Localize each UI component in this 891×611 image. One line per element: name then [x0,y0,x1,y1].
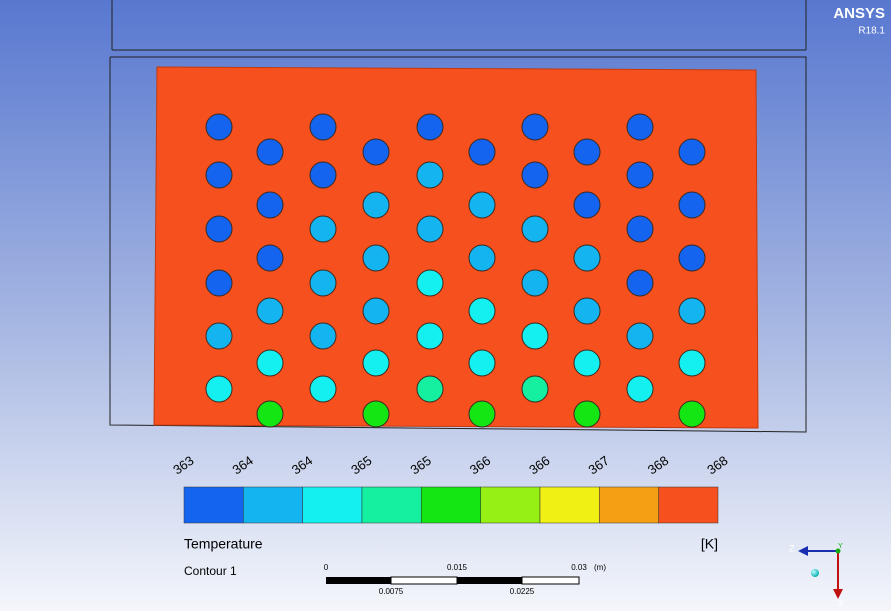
hole [574,192,600,218]
hole [522,114,548,140]
hole [469,401,495,427]
hole [469,350,495,376]
hole [206,216,232,242]
hole [363,350,389,376]
plate [154,67,758,428]
legend-swatch [421,487,480,523]
hole [679,139,705,165]
version: R18.1 [858,26,885,37]
legend-swatch [184,487,243,523]
legend-swatch [303,487,362,523]
hole [522,270,548,296]
hole [469,245,495,271]
legend-swatch [481,487,540,523]
hole [363,245,389,271]
hole [679,401,705,427]
hole [257,245,283,271]
hole [679,350,705,376]
hole [574,350,600,376]
hole [627,216,653,242]
viewer: ANSYS R18.1 3633643643653653663663673683… [0,0,891,611]
hole [574,139,600,165]
hole [206,270,232,296]
hole [206,114,232,140]
hole [310,270,336,296]
hole [310,323,336,349]
legend-swatch [599,487,658,523]
contour-name: Contour 1 [184,564,237,578]
hole [417,216,443,242]
scale-label: 0.0075 [379,587,404,596]
hole [363,401,389,427]
legend-swatch [362,487,421,523]
scale-bar [326,577,579,584]
legend-unit: [K] [701,536,718,552]
axis-label: X [838,599,844,608]
hole [257,350,283,376]
hole [627,114,653,140]
scale-label: 0 [324,563,329,572]
hole [574,401,600,427]
hole [417,270,443,296]
hole [417,162,443,188]
legend-swatch [540,487,599,523]
hole [679,245,705,271]
scale-label: 0.0225 [510,587,535,596]
hole [627,376,653,402]
hole [310,376,336,402]
hole [206,376,232,402]
hole [417,114,443,140]
hole [469,192,495,218]
hole [417,376,443,402]
hole [310,216,336,242]
hole [257,192,283,218]
legend-variable: Temperature [184,536,263,552]
axis-label: Z [789,543,795,553]
hole [257,139,283,165]
hole [310,114,336,140]
hole [627,270,653,296]
hole [469,298,495,324]
scale-label: 0.015 [447,563,468,572]
hole [363,298,389,324]
hole [363,192,389,218]
hole [469,139,495,165]
scale-unit: (m) [594,563,606,572]
hole [522,376,548,402]
scale-label: 0.03 [571,563,587,572]
hole [206,323,232,349]
hole [257,401,283,427]
hole [206,162,232,188]
legend-swatch [659,487,718,523]
hole [310,162,336,188]
legend-swatch [243,487,302,523]
hole [363,139,389,165]
logo: ANSYS [833,5,885,22]
hole [522,216,548,242]
hole [627,323,653,349]
hole [627,162,653,188]
hole [417,323,443,349]
axis-label: Y [838,543,843,550]
hole [574,245,600,271]
hole [257,298,283,324]
hole [574,298,600,324]
hole [679,192,705,218]
hole [522,323,548,349]
hole [522,162,548,188]
hole [679,298,705,324]
